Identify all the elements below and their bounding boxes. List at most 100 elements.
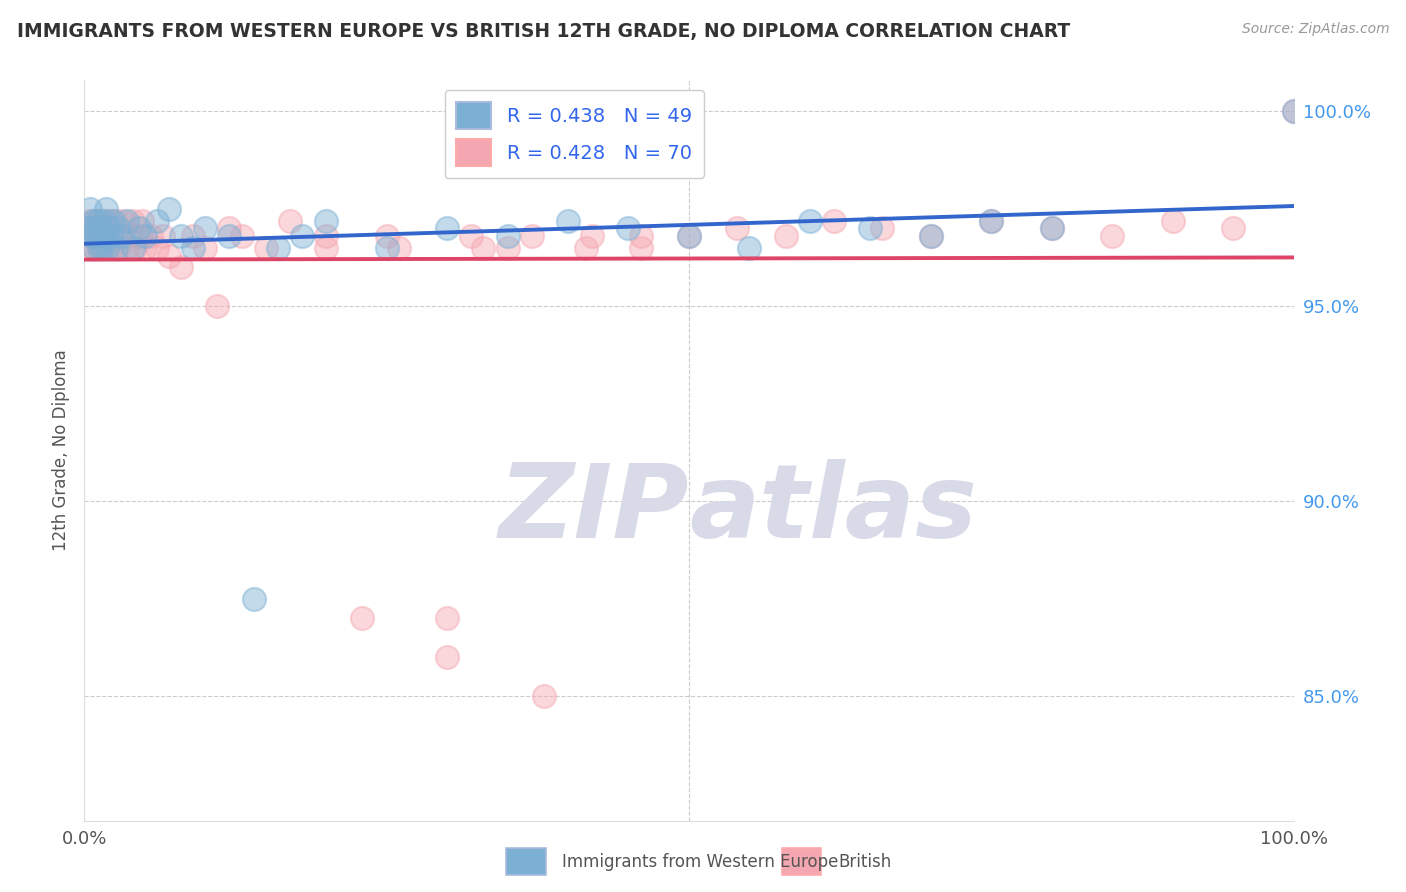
- Point: [980, 213, 1002, 227]
- Point: [86, 213, 108, 227]
- Point: [581, 229, 603, 244]
- Point: [520, 229, 543, 244]
- Point: [104, 241, 127, 255]
- Point: [496, 229, 519, 244]
- Point: [872, 221, 894, 235]
- Point: [90, 229, 112, 244]
- Text: Immigrants from Western Europe: Immigrants from Western Europe: [562, 853, 839, 871]
- Point: [86, 213, 108, 227]
- Point: [194, 221, 217, 235]
- Point: [77, 221, 100, 235]
- Point: [89, 221, 111, 235]
- Point: [82, 213, 104, 227]
- FancyBboxPatch shape: [506, 848, 546, 875]
- Point: [375, 241, 398, 255]
- Point: [1282, 104, 1305, 119]
- Point: [181, 241, 204, 255]
- Point: [96, 241, 118, 255]
- Point: [242, 591, 264, 606]
- Point: [725, 221, 748, 235]
- Point: [920, 229, 942, 244]
- Point: [104, 213, 127, 227]
- Point: [436, 650, 458, 665]
- Point: [93, 213, 115, 227]
- Point: [207, 299, 229, 313]
- Point: [89, 229, 111, 244]
- Point: [291, 229, 314, 244]
- Point: [93, 213, 115, 227]
- Point: [1101, 229, 1123, 244]
- Point: [1282, 104, 1305, 119]
- Point: [799, 213, 821, 227]
- Point: [315, 213, 337, 227]
- Point: [315, 241, 337, 255]
- Point: [134, 241, 156, 255]
- Point: [157, 202, 180, 216]
- Point: [1040, 221, 1063, 235]
- Point: [103, 213, 125, 227]
- Point: [90, 221, 112, 235]
- Point: [94, 229, 117, 244]
- Point: [115, 213, 138, 227]
- Point: [738, 241, 761, 255]
- Point: [496, 241, 519, 255]
- Point: [84, 221, 107, 235]
- Point: [254, 241, 277, 255]
- Text: ZIP: ZIP: [498, 459, 689, 560]
- Text: atlas: atlas: [689, 459, 977, 560]
- Point: [859, 221, 882, 235]
- Point: [375, 229, 398, 244]
- Point: [110, 229, 132, 244]
- Point: [218, 221, 240, 235]
- Point: [83, 241, 105, 255]
- Point: [218, 229, 240, 244]
- FancyBboxPatch shape: [782, 848, 821, 875]
- Point: [194, 241, 217, 255]
- Point: [775, 229, 797, 244]
- Point: [575, 241, 598, 255]
- Point: [146, 241, 169, 255]
- Point: [557, 213, 579, 227]
- Point: [131, 213, 153, 227]
- Point: [231, 229, 253, 244]
- Point: [100, 241, 122, 255]
- Point: [107, 221, 129, 235]
- Point: [100, 229, 122, 244]
- Point: [91, 241, 114, 255]
- Point: [388, 241, 411, 255]
- Point: [267, 241, 290, 255]
- Point: [97, 213, 120, 227]
- Point: [920, 229, 942, 244]
- Point: [80, 241, 103, 255]
- Point: [115, 241, 138, 255]
- Point: [678, 229, 700, 244]
- Point: [120, 229, 142, 244]
- Point: [86, 229, 108, 244]
- Point: [134, 229, 156, 244]
- Point: [472, 241, 495, 255]
- Point: [87, 241, 110, 255]
- Point: [84, 241, 107, 255]
- Point: [103, 229, 125, 244]
- Point: [436, 221, 458, 235]
- Point: [96, 229, 118, 244]
- Point: [278, 213, 301, 227]
- Point: [352, 611, 374, 625]
- Point: [436, 611, 458, 625]
- Point: [128, 221, 150, 235]
- Point: [460, 229, 482, 244]
- Point: [617, 221, 640, 235]
- Point: [152, 229, 174, 244]
- Point: [94, 202, 117, 216]
- Point: [630, 229, 652, 244]
- Point: [91, 241, 114, 255]
- Point: [139, 229, 162, 244]
- Point: [80, 229, 103, 244]
- Point: [315, 229, 337, 244]
- Point: [1161, 213, 1184, 227]
- Text: Source: ZipAtlas.com: Source: ZipAtlas.com: [1241, 22, 1389, 37]
- Point: [128, 229, 150, 244]
- Point: [112, 213, 135, 227]
- Point: [157, 249, 180, 263]
- Text: IMMIGRANTS FROM WESTERN EUROPE VS BRITISH 12TH GRADE, NO DIPLOMA CORRELATION CHA: IMMIGRANTS FROM WESTERN EUROPE VS BRITIS…: [17, 22, 1070, 41]
